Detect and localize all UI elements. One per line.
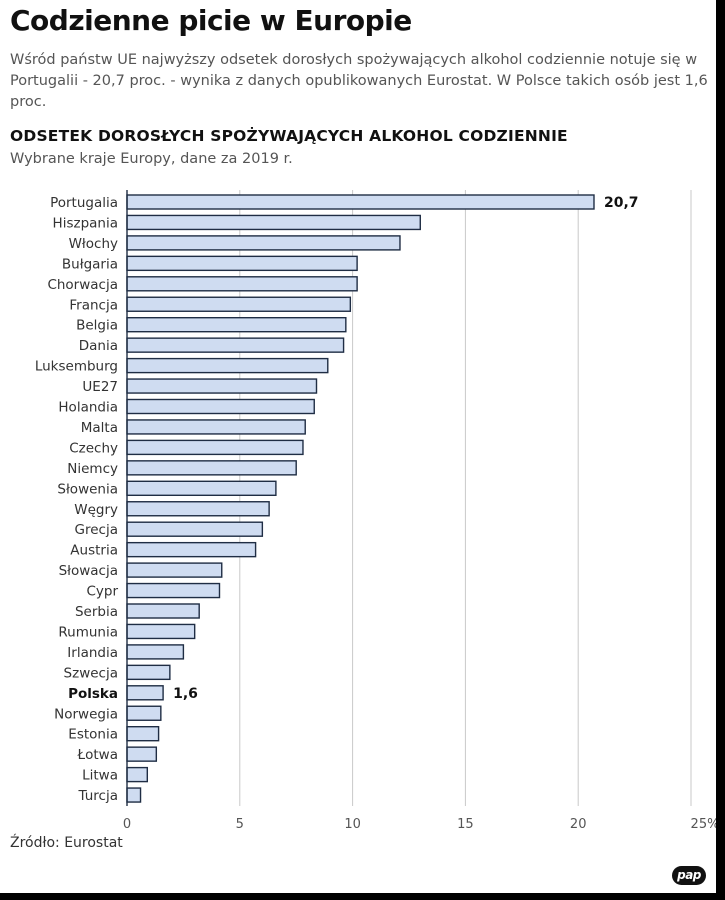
pap-logo: pap bbox=[672, 866, 706, 885]
bar-10 bbox=[126, 398, 315, 415]
infographic-card: Codzienne picie w Europie Wśród państw U… bbox=[0, 0, 716, 893]
bar-5 bbox=[126, 296, 352, 312]
bar-19 bbox=[126, 582, 221, 599]
bar-3 bbox=[126, 255, 358, 272]
bar-13 bbox=[126, 460, 297, 476]
category-label: Niemcy bbox=[67, 461, 118, 477]
bar-24 bbox=[126, 685, 164, 701]
bar-27 bbox=[126, 746, 158, 762]
x-tick-label: 0 bbox=[123, 817, 131, 832]
bar-2 bbox=[126, 235, 401, 251]
bar-17 bbox=[126, 541, 257, 558]
data-label: 1,6 bbox=[173, 686, 198, 702]
bar-23 bbox=[126, 664, 171, 681]
category-label: Estonia bbox=[68, 727, 118, 743]
bar-18 bbox=[126, 562, 223, 578]
category-label: Bułgaria bbox=[62, 256, 118, 272]
category-label: Szwecja bbox=[64, 665, 118, 681]
category-label: Polska bbox=[68, 686, 118, 702]
category-label: Irlandia bbox=[67, 645, 118, 661]
category-label: Łotwa bbox=[77, 747, 118, 763]
data-label: 20,7 bbox=[604, 195, 639, 211]
bar-25 bbox=[126, 705, 162, 721]
bar-20 bbox=[126, 603, 200, 619]
bar-26 bbox=[126, 726, 160, 742]
category-label: Litwa bbox=[82, 768, 118, 784]
category-label: Chorwacja bbox=[47, 277, 118, 293]
bar-21 bbox=[126, 623, 196, 640]
category-label: Holandia bbox=[58, 400, 118, 416]
category-label: Luksemburg bbox=[35, 359, 118, 375]
bar-7 bbox=[126, 337, 345, 353]
category-label: Czechy bbox=[69, 440, 118, 456]
source-note: Źródło: Eurostat bbox=[10, 835, 123, 851]
category-label: UE27 bbox=[82, 379, 118, 395]
category-label: Belgia bbox=[76, 318, 118, 334]
x-tick-label: 10 bbox=[344, 817, 361, 832]
chart-subtitle: Wybrane kraje Europy, dane za 2019 r. bbox=[10, 151, 293, 167]
bar-8 bbox=[126, 357, 329, 374]
x-tick-label: 20 bbox=[570, 817, 587, 832]
x-tick-label: 5 bbox=[236, 817, 244, 832]
category-label: Hiszpania bbox=[53, 215, 118, 231]
bar-6 bbox=[126, 317, 347, 333]
category-label: Francja bbox=[69, 297, 118, 313]
category-label: Włochy bbox=[69, 236, 118, 252]
category-label: Cypr bbox=[86, 584, 118, 600]
bar-9 bbox=[126, 378, 318, 394]
category-label: Serbia bbox=[75, 604, 118, 620]
bar-chart: Portugalia Hiszpania Włochy Bułgaria Chorwac… bbox=[35, 190, 716, 832]
bar-14 bbox=[126, 480, 277, 496]
chart-title: ODSETEK DOROSŁYCH SPOŻYWAJĄCYCH ALKOHOL … bbox=[10, 127, 568, 145]
bar-12 bbox=[126, 439, 304, 456]
bar-11 bbox=[126, 419, 306, 435]
category-label: Malta bbox=[81, 420, 118, 436]
bar-28 bbox=[126, 766, 149, 783]
lead-paragraph: Wśród państw UE najwyższy odsetek dorosł… bbox=[10, 52, 708, 110]
page-title: Codzienne picie w Europie bbox=[10, 4, 412, 37]
category-label: Portugalia bbox=[50, 195, 118, 211]
bar-22 bbox=[126, 644, 185, 660]
bar-16 bbox=[126, 521, 264, 537]
bar-0 bbox=[126, 194, 595, 210]
bar-29 bbox=[126, 787, 142, 803]
category-label: Słowenia bbox=[57, 481, 118, 497]
bar-4 bbox=[126, 276, 358, 292]
category-label: Turcja bbox=[78, 788, 118, 804]
category-label: Grecja bbox=[75, 522, 118, 538]
category-label: Norwegia bbox=[54, 706, 118, 722]
bar-1 bbox=[126, 214, 421, 231]
category-label: Dania bbox=[79, 338, 118, 354]
bar-15 bbox=[126, 501, 270, 517]
x-tick-label: 15 bbox=[457, 817, 474, 832]
category-label: Słowacja bbox=[59, 563, 118, 579]
category-label: Austria bbox=[70, 543, 118, 559]
x-tick-label: 25% bbox=[691, 817, 716, 832]
category-label: Węgry bbox=[74, 502, 118, 518]
category-label: Rumunia bbox=[58, 624, 118, 640]
